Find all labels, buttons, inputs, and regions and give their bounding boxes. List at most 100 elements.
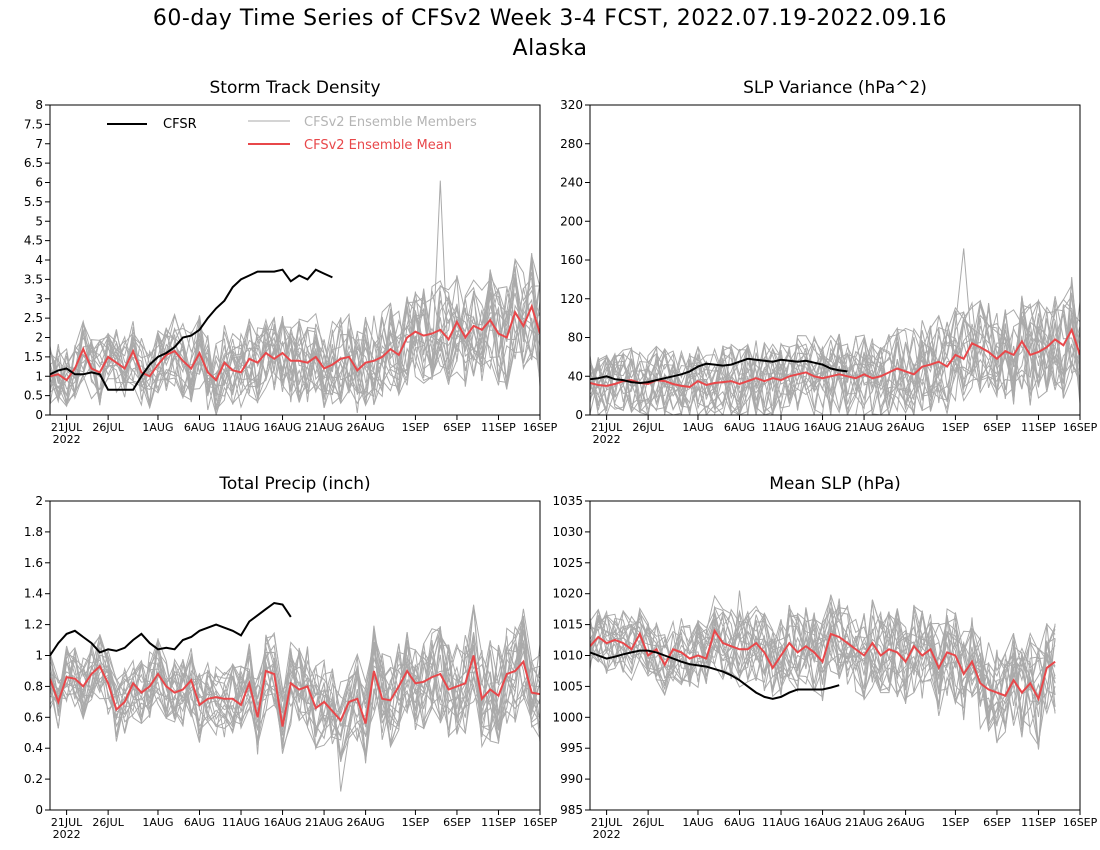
series-member-line [590,607,1056,727]
x-tick-label: 21AUG [305,816,343,829]
plot-frame [49,104,541,416]
y-tick-label: 0.4 [24,741,43,755]
y-tick-label: 8 [35,98,43,112]
x-tick-label: 11SEP [1021,421,1056,434]
y-tick-label: 5 [35,214,43,228]
series-cfsr-line [590,357,848,385]
series-member-line [50,637,540,761]
y-tick-label: 1030 [552,525,583,539]
x-tick-label: 26JUL [632,816,664,829]
y-tick-label: 995 [560,741,583,755]
y-tick-label: 4 [35,253,43,267]
plot-area [590,248,1080,415]
series-member-line [590,608,1056,743]
series-member-line [590,608,1056,750]
plot-frame [49,500,541,811]
y-tick-label: 6.5 [24,156,43,170]
y-tick-label: 4.5 [24,234,43,248]
x-tick-label: 1SEP [942,816,970,829]
series-member-line [50,271,540,406]
x-tick-label: 11SEP [481,421,516,434]
y-tick-label: 80 [568,331,583,345]
x-tick-label: 6SEP [443,421,471,434]
legend-cfsr-label: CFSR [163,117,197,132]
series-cfsr-line [50,268,333,391]
x-tick-label: 16SEP [1063,816,1098,829]
y-tick-label: 2 [35,494,43,508]
series-member-line [590,608,1056,738]
x-tick-label: 6SEP [983,421,1011,434]
plot-area [50,180,540,415]
x-tick-label: 1SEP [402,816,430,829]
series-member-line [50,259,540,406]
y-tick-label: 1015 [552,618,583,632]
y-tick-label: 1005 [552,679,583,693]
series-member-line [590,283,1080,409]
x-tick-label: 1AUG [682,816,713,829]
x-tick-label: 16SEP [1063,421,1098,434]
series-member-line [50,625,540,743]
y-tick-label: 1.8 [24,525,43,539]
y-tick-label: 1025 [552,556,583,570]
x-tick-label: 21JUL [51,421,83,434]
y-tick-label: 0 [35,803,43,817]
x-year-label: 2022 [593,828,621,841]
series-member-line [590,306,1080,415]
x-tick-label: 21JUL [591,421,623,434]
y-tick-label: 1 [35,649,43,663]
x-tick-label: 1AUG [142,421,173,434]
panel-mslp: Mean SLP (hPa) 985 990 995 1000 1005 1010 1015 1… [552,474,1097,841]
x-tick-label: 16AUG [263,816,301,829]
x-tick-label: 16AUG [263,421,301,434]
x-tick-label: 21AUG [845,816,883,829]
legend-members-label: CFSv2 Ensemble Members [304,115,477,130]
x-tick-label: 6AUG [724,421,755,434]
x-tick-label: 26AUG [887,421,925,434]
plot-frame [589,500,1081,811]
y-tick-label: 1000 [552,710,583,724]
x-tick-label: 1SEP [402,421,430,434]
series-cfsr-line [50,601,292,657]
y-tick-label: 240 [560,176,583,190]
y-tick-label: 1.2 [24,618,43,632]
y-tick-label: 0.2 [24,772,43,786]
series-member-line [590,602,1056,722]
x-tick-label: 26JUL [92,816,124,829]
series-member-line [590,298,1080,415]
panel-title: SLP Variance (hPa^2) [743,78,927,98]
y-tick-label: 985 [560,803,583,817]
y-tick-label: 7 [35,137,43,151]
y-tick-label: 0.5 [24,389,43,403]
panel-precip: Total Precip (inch) 0 0.2 0.4 0.6 0.8 1 1.2 1.4 1… [24,474,558,841]
x-tick-label: 21AUG [845,421,883,434]
x-tick-label: 11SEP [481,816,516,829]
y-tick-label: 7.5 [24,117,43,131]
y-tick-label: 1.4 [24,587,43,601]
series-member-line [50,289,540,406]
y-tick-label: 2.5 [24,311,43,325]
series-mean-line [50,303,540,382]
y-tick-label: 1010 [552,649,583,663]
x-tick-label: 16SEP [523,421,558,434]
x-tick-label: 26AUG [887,816,925,829]
series-member-line [590,292,1080,412]
series-mean-line [590,327,1080,388]
x-tick-label: 11AUG [762,816,800,829]
panel-storm: Storm Track Density 0 0.5 1 1.5 2 2.5 3 3.5 4 4.5 5… [24,78,558,446]
x-tick-label: 6AUG [184,816,215,829]
figure-title-region: Alaska [512,36,588,61]
x-tick-label: 21JUL [51,816,83,829]
series-member-line [590,302,1080,415]
x-tick-label: 26AUG [347,421,385,434]
x-tick-label: 1SEP [942,421,970,434]
x-tick-label: 16SEP [523,816,558,829]
y-tick-label: 3 [35,292,43,306]
y-tick-label: 2 [35,331,43,345]
y-tick-label: 1.6 [24,556,43,570]
y-tick-label: 320 [560,98,583,112]
x-year-label: 2022 [53,828,81,841]
panel-title: Storm Track Density [209,78,380,98]
x-tick-label: 16AUG [803,421,841,434]
panel-title: Total Precip (inch) [218,474,370,494]
